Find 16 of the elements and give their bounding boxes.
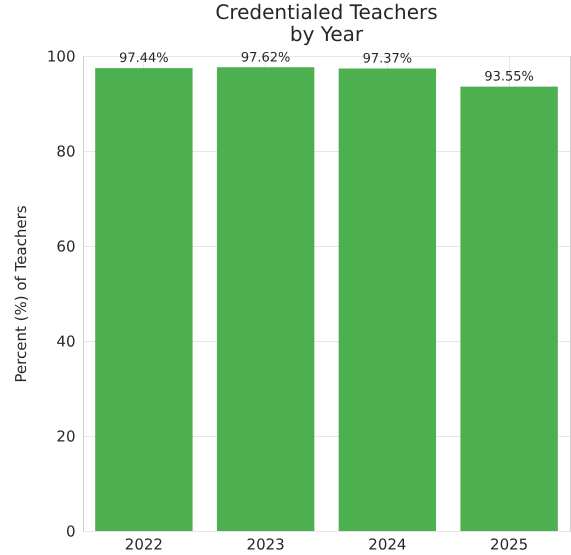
chart-title: Credentialed Teachers by Year [215,0,438,46]
data-label: 93.55% [484,70,534,85]
y-tick-label: 80 [56,142,76,160]
y-tick-label: 40 [56,332,76,350]
x-tick-label: 2024 [368,536,406,554]
x-tick-label: 2023 [246,536,285,554]
data-label: 97.37% [362,51,412,66]
y-tick-label: 20 [56,428,76,446]
y-tick-label: 0 [66,522,76,540]
x-tick-label: 2022 [124,536,163,554]
x-tick-label: 2025 [490,536,528,554]
data-label: 97.62% [240,50,290,66]
y-axis-title: Percent (%) of Teachers [12,205,30,383]
y-tick-label: 60 [56,238,76,256]
y-tick-label: 100 [46,48,76,66]
data-label: 97.44% [119,51,169,66]
